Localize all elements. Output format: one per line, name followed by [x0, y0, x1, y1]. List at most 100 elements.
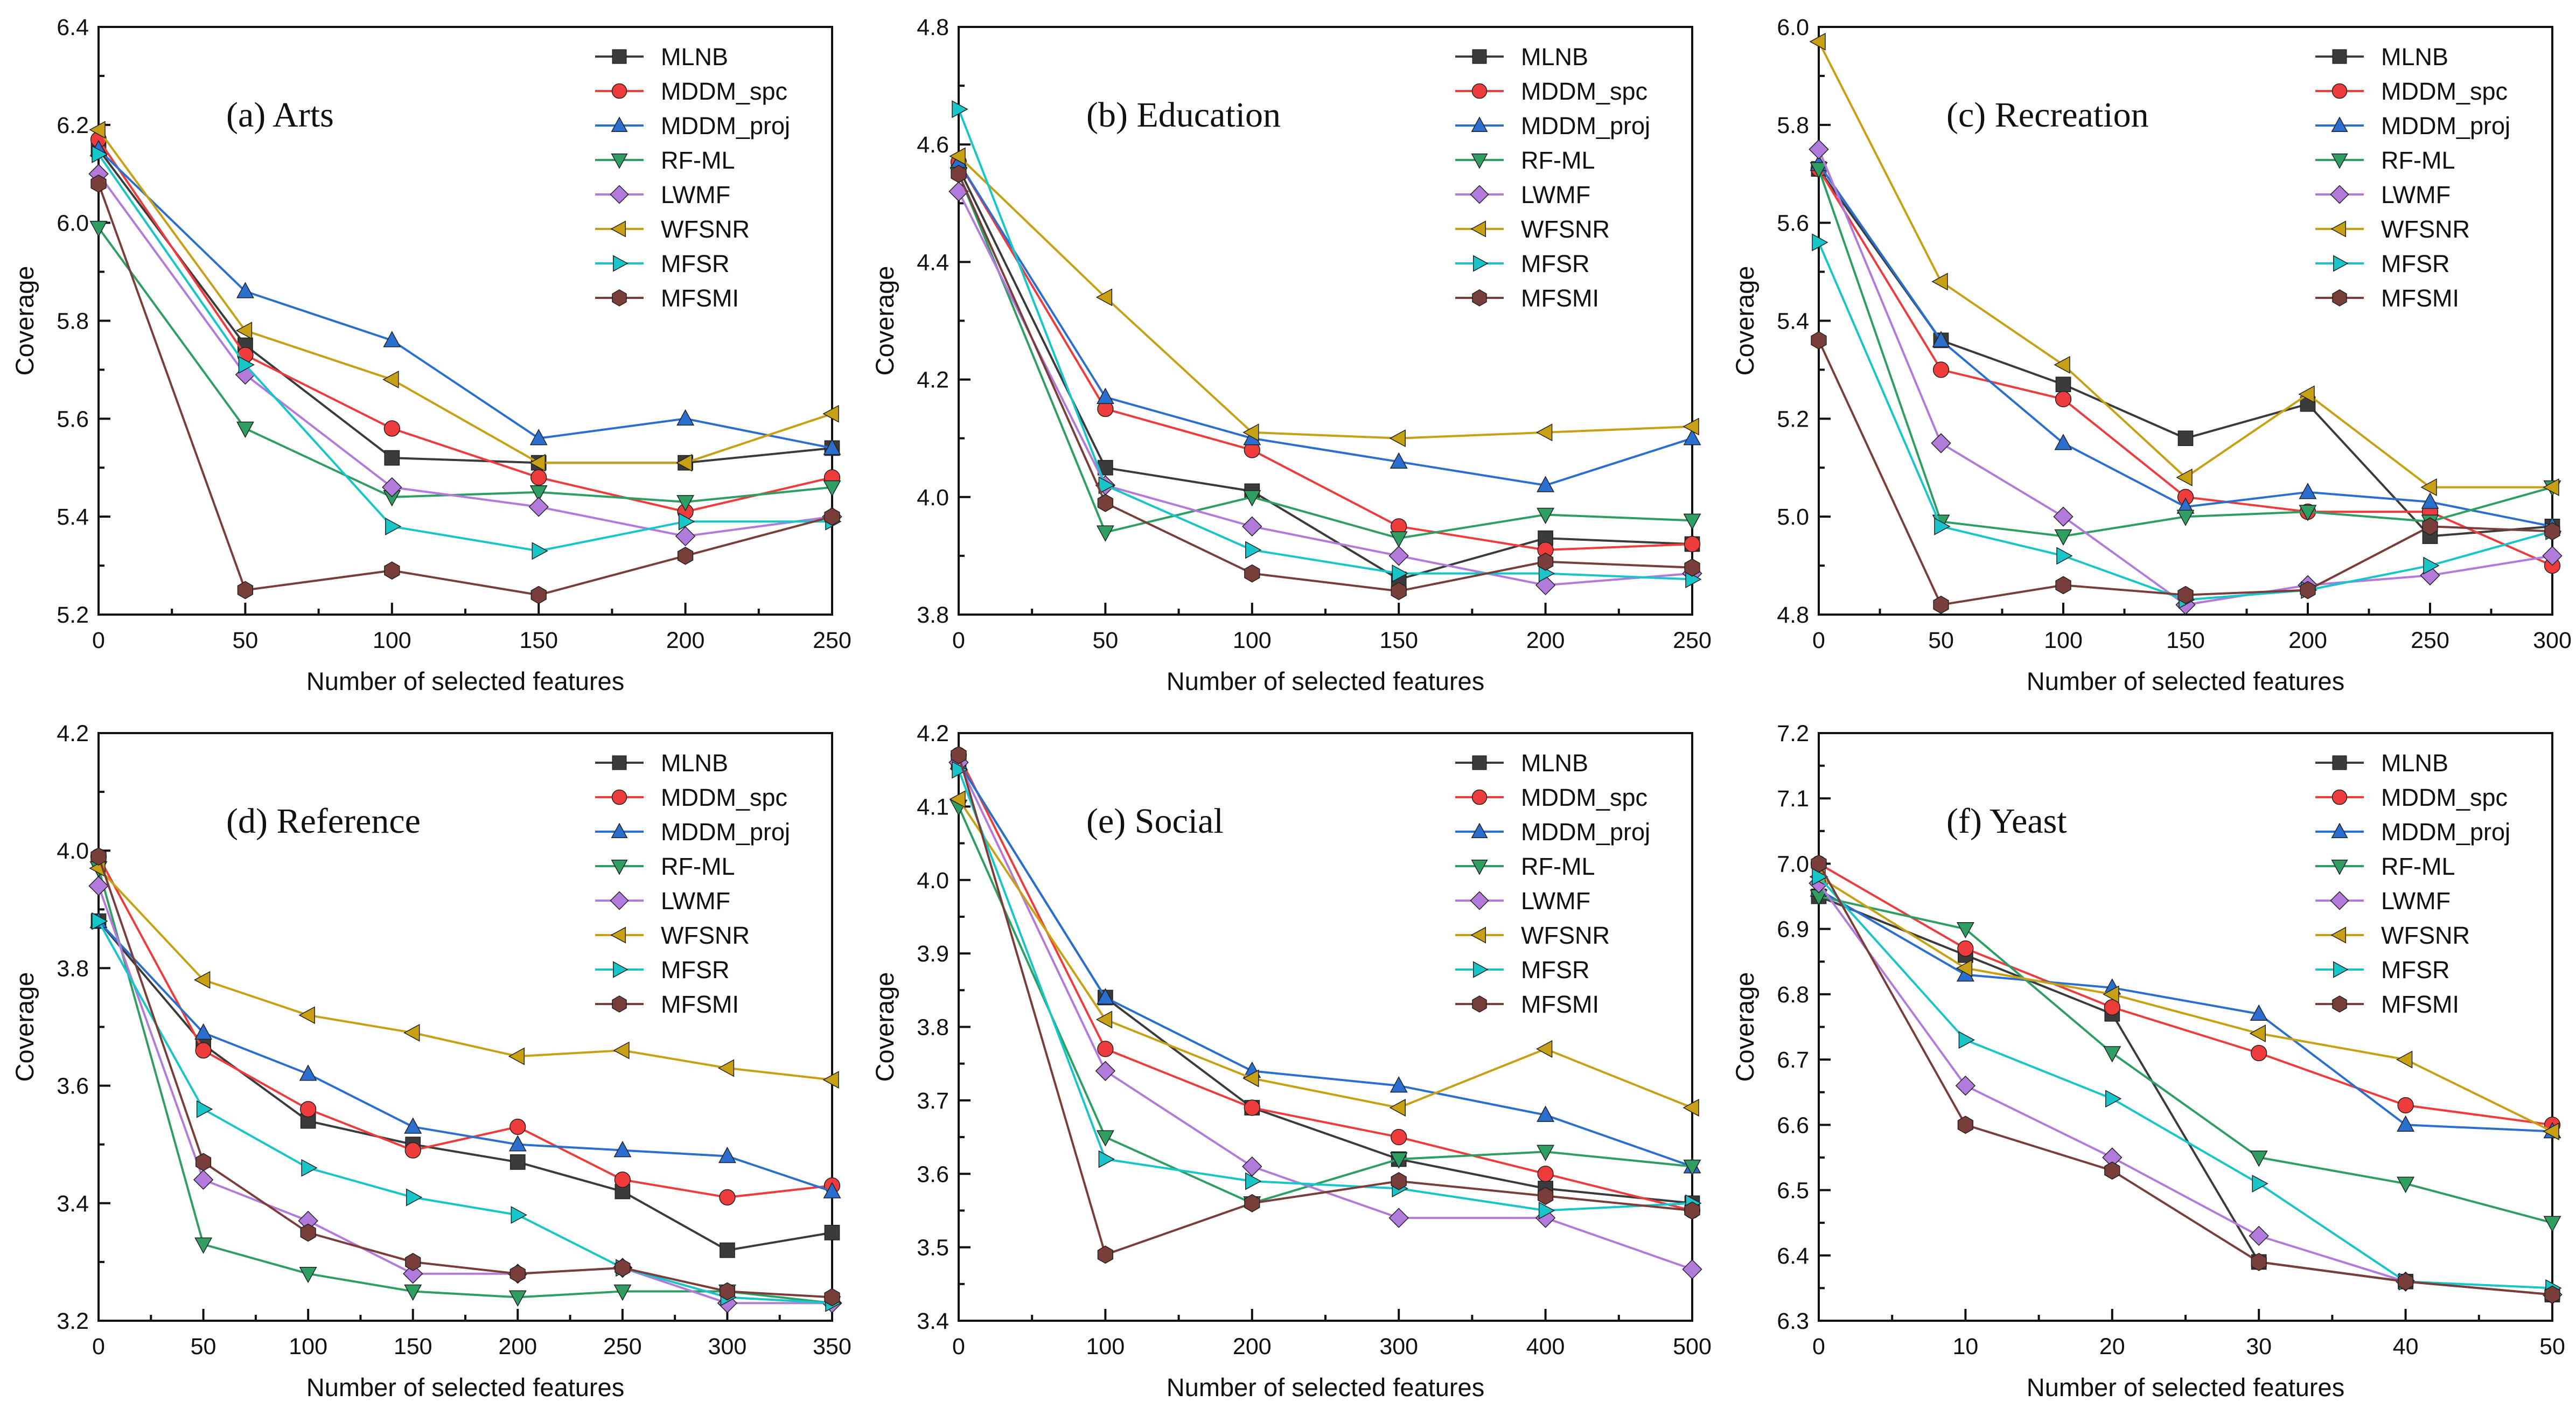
data-point	[1934, 517, 1951, 535]
data-point	[1812, 233, 1828, 252]
data-point	[383, 420, 400, 437]
legend-label: MDDM_spc	[2381, 784, 2508, 811]
legend-marker	[1473, 255, 1489, 272]
data-point	[1932, 361, 1950, 378]
data-point	[677, 547, 694, 565]
legend-label: MLNB	[2381, 749, 2448, 777]
data-point	[195, 1042, 212, 1059]
series-line	[97, 856, 833, 1198]
chart-panel: 0 50 100 150 200 250 5.2 5.4 5.6 5.8 6.0 6.2 6.4 Numb…	[0, 0, 856, 709]
data-point	[530, 469, 547, 486]
data-point	[1098, 459, 1113, 476]
data-point	[2299, 505, 2317, 521]
series-wfsnr	[89, 859, 839, 1089]
data-point	[676, 495, 695, 512]
data-point	[529, 485, 548, 502]
legend-marker	[2333, 255, 2349, 272]
data-point	[2543, 478, 2559, 497]
data-point	[1810, 162, 1828, 179]
y-tick-label: 6.0	[57, 211, 89, 236]
data-point	[1537, 1166, 1554, 1182]
data-point	[2544, 1285, 2560, 1304]
y-tick-label: 4.6	[917, 132, 949, 158]
legend-label: RF-ML	[661, 147, 735, 174]
y-tick-label: 6.0	[1777, 15, 1809, 40]
chart-svg: 0 10 20 30 40 50 6.3 6.4 6.5 6.6 6.7 6.8 6.9 7.0 7.1 7.…	[1730, 721, 2565, 1402]
legend-marker	[2330, 926, 2347, 944]
y-tick-label: 3.7	[917, 1088, 949, 1114]
panel-title: (c) Recreation	[1946, 95, 2149, 135]
data-point	[949, 147, 966, 165]
data-point	[2300, 581, 2316, 600]
legend-label: RF-ML	[661, 853, 735, 880]
legend-marker	[2332, 995, 2347, 1013]
data-point	[1537, 552, 1554, 571]
legend: MLNB MDDM_spc MDDM_proj RF-ML LWMF WFSNR MFSR M…	[595, 43, 790, 312]
legend: MLNB MDDM_spc MDDM_proj RF-ML LWMF WFSNR MFSR M…	[1455, 43, 1650, 312]
data-point	[952, 100, 968, 119]
y-tick-label: 5.2	[1777, 406, 1809, 432]
data-point	[949, 790, 966, 808]
data-point	[403, 1023, 420, 1042]
data-point	[678, 512, 695, 531]
x-tick-label: 0	[952, 1334, 965, 1360]
legend-marker	[1471, 116, 1488, 133]
legend-marker	[612, 755, 627, 770]
data-point	[1242, 1156, 1262, 1177]
x-tick-label: 150	[2166, 628, 2205, 653]
legend-marker	[612, 49, 627, 64]
y-axis-title: Coverage	[1730, 972, 1759, 1082]
data-point	[1390, 1152, 1408, 1169]
series-mfsmi	[1811, 331, 2560, 614]
data-point	[615, 1258, 631, 1277]
y-tick-label: 6.2	[57, 113, 89, 138]
data-point	[299, 1101, 317, 1118]
y-tick-label: 6.7	[1777, 1047, 1809, 1073]
series-lwmf	[1809, 139, 2563, 615]
data-point	[529, 454, 546, 472]
legend-marker	[1471, 860, 1488, 875]
x-axis-title: Number of selected features	[2027, 667, 2344, 695]
data-point	[613, 1041, 630, 1059]
data-point	[90, 175, 107, 193]
x-axis-title: Number of selected features	[306, 667, 624, 695]
data-point	[824, 1288, 840, 1307]
data-point	[2251, 1044, 2267, 1062]
series-mfsmi	[951, 164, 1700, 601]
legend-label: MLNB	[1521, 43, 1588, 71]
data-point	[1957, 1116, 1974, 1134]
legend-label: LWMF	[661, 887, 730, 915]
y-axis-title: Coverage	[870, 266, 899, 376]
data-point	[1931, 433, 1951, 454]
data-point	[1956, 959, 1973, 977]
data-point	[194, 1237, 213, 1254]
y-tick-label: 4.1	[917, 794, 949, 820]
y-tick-label: 5.4	[1777, 309, 1809, 334]
legend-label: LWMF	[2381, 181, 2451, 208]
series-line	[1818, 895, 2553, 1224]
series-line	[97, 921, 833, 1305]
data-point	[2104, 999, 2120, 1016]
series-line	[1818, 876, 2553, 1133]
data-point	[300, 1223, 316, 1242]
data-point	[823, 1182, 841, 1198]
data-point	[2105, 1090, 2122, 1108]
legend-marker	[1472, 995, 1487, 1013]
data-point	[532, 542, 548, 560]
legend-label: MFSR	[2381, 956, 2450, 984]
data-point	[508, 1135, 527, 1152]
data-point	[1682, 1259, 1702, 1280]
legend-label: WFSNR	[1521, 922, 1610, 949]
legend-marker	[1470, 926, 1486, 944]
legend-label: MDDM_proj	[661, 112, 790, 140]
y-tick-label: 4.0	[57, 838, 89, 864]
legend-label: WFSNR	[2381, 922, 2470, 949]
data-point	[2103, 1046, 2121, 1063]
chart-panel: 0 50 100 150 200 250 300 350 3.2 3.4 3.6 3.8 4.0 4.2 N…	[0, 706, 856, 1415]
legend-label: MLNB	[661, 749, 728, 777]
legend-label: WFSNR	[661, 922, 750, 949]
data-point	[404, 1142, 421, 1159]
legend-marker	[613, 255, 629, 272]
series-wfsnr	[89, 121, 839, 472]
